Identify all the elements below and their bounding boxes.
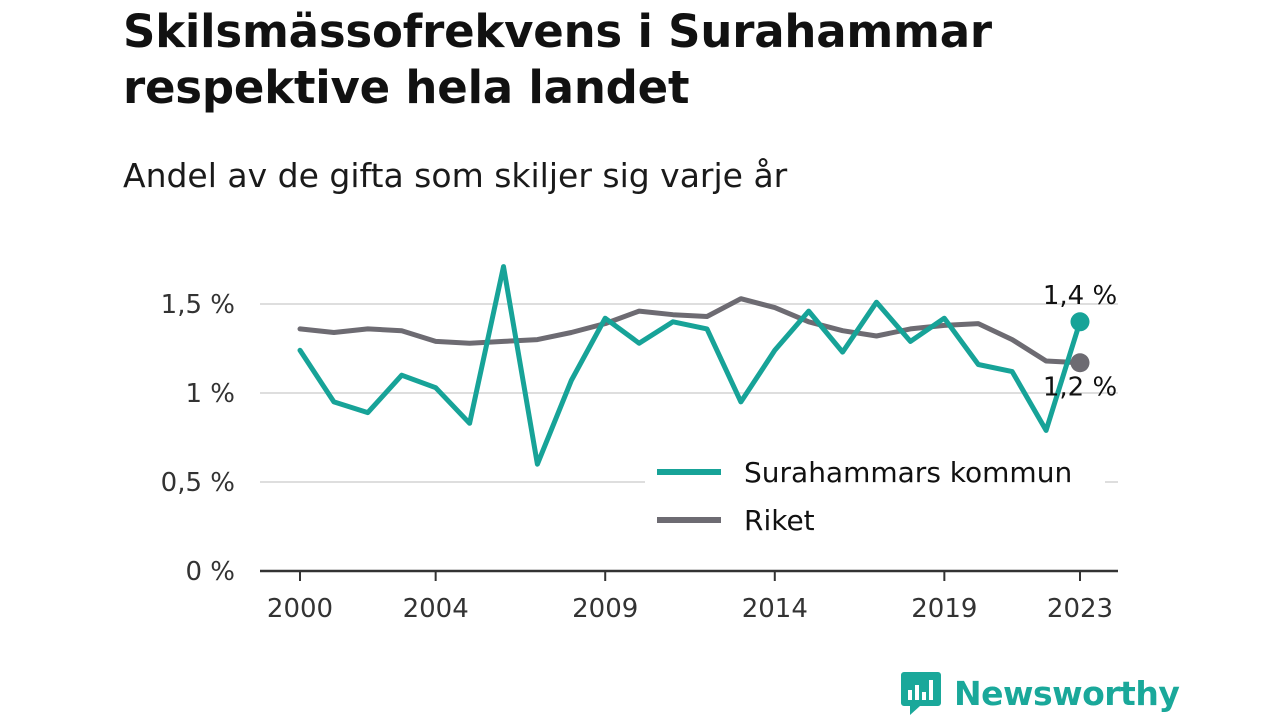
newsworthy-logo-icon <box>901 672 941 715</box>
brand-name: Newsworthy <box>954 673 1180 713</box>
series-lines <box>297 264 1090 467</box>
x-tick-label: 2019 <box>911 594 977 624</box>
y-tick-label: 1 % <box>185 379 235 409</box>
series-endpoint <box>1070 353 1090 373</box>
chart-subtitle: Andel av de gifta som skiljer sig varje … <box>123 156 788 195</box>
axes: 0 % 0,5 % 1 % 1,5 % 2000 2004 2009 2014 2019 2023 <box>161 290 1118 624</box>
newsworthy-logo: Newsworthy <box>900 670 1180 716</box>
x-tick-label: 2009 <box>572 594 638 624</box>
x-tick-label: 2014 <box>742 594 808 624</box>
chart-title: Skilsmässofrekvens i Surahammar respekti… <box>123 5 992 114</box>
x-tick-label: 2000 <box>267 594 333 624</box>
x-tick-label: 2023 <box>1047 594 1113 624</box>
series-endpoint <box>1070 312 1090 332</box>
end-value-label: 1,4 % <box>1043 281 1117 311</box>
legend-background <box>645 446 1105 542</box>
y-tick-label: 0,5 % <box>161 468 235 498</box>
end-value-label: 1,2 % <box>1043 373 1117 403</box>
legend-label: Riket <box>744 504 815 537</box>
series-line <box>297 296 1083 366</box>
y-tick-label: 0 % <box>185 557 235 587</box>
legend-label: Surahammars kommun <box>744 456 1072 489</box>
x-tick-label: 2004 <box>403 594 469 624</box>
series-line <box>297 264 1083 467</box>
end-labels: 1,4 % 1,2 % <box>1043 281 1117 403</box>
legend: Surahammars kommun Riket <box>645 446 1105 542</box>
y-tick-label: 1,5 % <box>161 290 235 320</box>
